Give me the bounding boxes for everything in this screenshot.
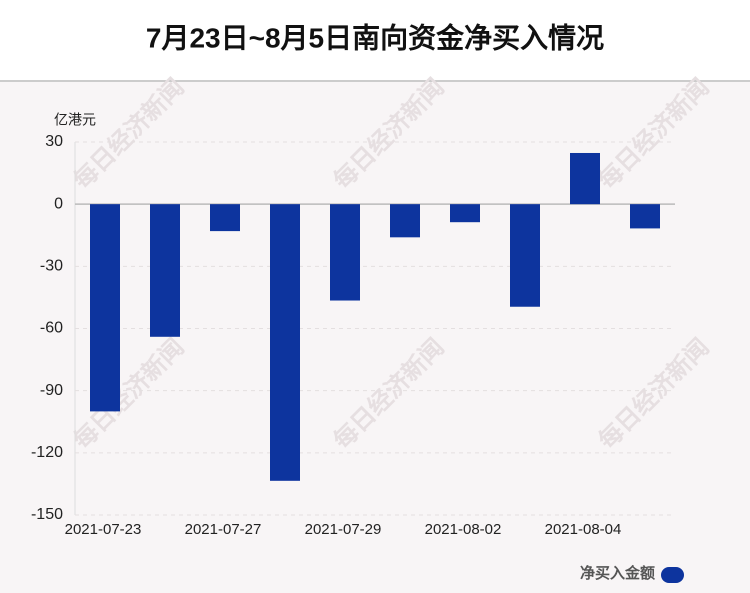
bar <box>150 204 180 337</box>
bar <box>330 204 360 301</box>
legend-label: 净买入金额 <box>580 564 655 582</box>
bar <box>390 204 420 238</box>
plot-background <box>0 82 750 593</box>
bar <box>510 204 540 307</box>
bar <box>90 204 120 412</box>
y-axis-unit: 亿港元 <box>54 112 96 128</box>
y-tick-label: -90 <box>40 382 63 399</box>
bar <box>450 204 480 223</box>
y-tick-label: -60 <box>40 320 63 337</box>
y-tick-label: -120 <box>31 444 63 461</box>
y-tick-label: -150 <box>31 506 63 523</box>
x-tick-label: 2021-08-02 <box>425 521 502 538</box>
x-tick-label: 2021-07-27 <box>185 521 262 538</box>
bar <box>270 204 300 481</box>
bar <box>630 204 660 229</box>
y-tick-label: 30 <box>45 133 63 150</box>
chart-title: 7月23日~8月5日南向资金净买入情况 <box>146 21 604 53</box>
bar <box>570 152 600 205</box>
y-tick-label: 0 <box>54 195 63 212</box>
x-tick-label: 2021-07-23 <box>65 521 142 538</box>
legend-swatch <box>661 567 684 583</box>
y-tick-label: -30 <box>40 258 63 275</box>
x-tick-label: 2021-07-29 <box>305 521 382 538</box>
x-tick-label: 2021-08-04 <box>545 521 622 538</box>
bar <box>210 204 240 232</box>
